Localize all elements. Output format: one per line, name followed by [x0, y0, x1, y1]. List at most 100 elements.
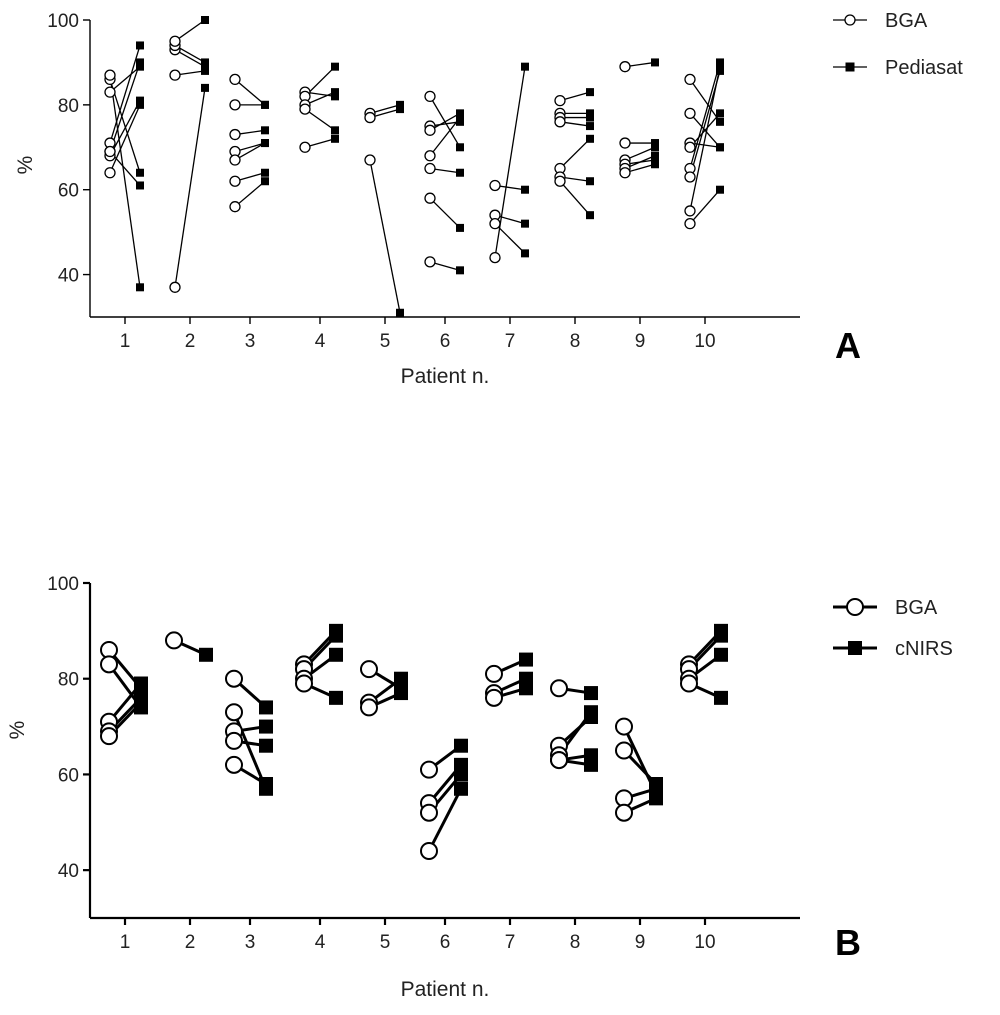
panel-b-axes: 40 60 80 100 1 2 3 4 5 6 7 8 9 10 [47, 574, 800, 953]
pair-connector [689, 189, 721, 225]
data-point-pediasat [396, 100, 404, 109]
patient-group-b-4 [295, 623, 343, 705]
data-point-bga [424, 124, 436, 136]
data-point-pediasat [136, 58, 144, 67]
data-point-bga [100, 655, 118, 674]
data-point-pediasat [331, 88, 339, 97]
panel-a-xlabel: Patient n. [401, 365, 490, 388]
patient-group-b-8 [550, 679, 598, 772]
data-point-bga [364, 111, 376, 124]
data-point-bga [684, 141, 696, 153]
data-point-bga [229, 175, 241, 187]
data-point-pediasat [586, 109, 594, 118]
data-point-bga [225, 669, 243, 688]
patient-group-b-3 [225, 669, 273, 796]
y-tick-label-a: 60 [58, 181, 79, 202]
data-point-pediasat [136, 96, 144, 105]
data-point-bga [554, 116, 566, 128]
data-point-cnirs [584, 686, 598, 701]
data-point-pediasat [136, 62, 144, 71]
patient-group-a-8 [554, 88, 594, 220]
patient-group-a-2 [169, 16, 209, 293]
panel-a-ylabel: % [14, 156, 37, 175]
panel-b-letter: B [835, 922, 861, 963]
x-tick-label-a: 9 [635, 331, 646, 352]
data-point-pediasat [396, 105, 404, 114]
legend-cnirs-marker [848, 641, 862, 655]
pair-connector [369, 159, 401, 313]
data-point-bga [299, 103, 311, 115]
data-point-pediasat [456, 223, 464, 232]
pair-connector [429, 197, 461, 229]
data-point-pediasat [716, 58, 724, 67]
x-tick-label-b: 5 [380, 932, 391, 953]
x-tick-label-b: 7 [505, 932, 516, 953]
data-point-bga [684, 107, 696, 119]
data-point-cnirs [329, 647, 343, 662]
data-point-pediasat [651, 139, 659, 148]
data-point-pediasat [331, 62, 339, 71]
y-tick-label-a: 40 [58, 266, 79, 287]
pair-connector [304, 108, 336, 131]
data-point-pediasat [651, 143, 659, 152]
data-point-pediasat [201, 62, 209, 71]
data-point-pediasat [136, 181, 144, 190]
y-tick-label-b: 100 [47, 574, 79, 595]
pair-connector [234, 78, 266, 106]
legend-label-cnirs: cNIRS [895, 638, 953, 660]
patient-group-b-10 [680, 623, 728, 705]
data-point-pediasat [136, 100, 144, 109]
x-tick-label-b: 3 [245, 932, 256, 953]
data-point-pediasat [521, 185, 529, 194]
data-point-bga [169, 35, 181, 47]
pair-connector [429, 117, 461, 157]
x-tick-label-b: 10 [694, 932, 715, 953]
patient-group-b-5 [360, 660, 408, 717]
x-tick-label-a: 7 [505, 331, 516, 352]
pair-connector [109, 104, 141, 174]
data-point-pediasat [586, 122, 594, 131]
legend-bga-marker-b [846, 598, 864, 616]
patient-group-b-1 [100, 641, 148, 746]
data-point-bga [299, 141, 311, 153]
pair-connector [494, 66, 526, 258]
patient-group-a-4 [299, 62, 339, 153]
data-point-bga [615, 741, 633, 760]
legend-pediasat-marker [845, 62, 855, 72]
data-point-pediasat [716, 185, 724, 194]
data-point-pediasat [716, 109, 724, 118]
panel-a-marks [104, 16, 724, 317]
pair-connector [689, 66, 721, 212]
data-point-pediasat [201, 66, 209, 75]
pair-connector [109, 45, 141, 144]
patient-group-b-2 [165, 631, 213, 662]
data-point-cnirs [259, 700, 273, 715]
data-point-pediasat [716, 117, 724, 126]
data-point-pediasat [331, 134, 339, 143]
data-point-cnirs [714, 628, 728, 643]
y-tick-label-b: 60 [58, 765, 79, 786]
x-tick-label-b: 1 [120, 932, 131, 953]
x-tick-label-a: 8 [570, 331, 581, 352]
data-point-cnirs [454, 781, 468, 796]
data-point-pediasat [261, 168, 269, 177]
data-point-bga [489, 251, 501, 264]
data-point-bga [364, 154, 376, 166]
data-point-cnirs [454, 767, 468, 782]
data-point-cnirs [519, 652, 533, 667]
data-point-pediasat [521, 249, 529, 258]
data-point-bga [229, 73, 241, 86]
data-point-bga [229, 201, 241, 213]
data-point-pediasat [586, 134, 594, 143]
data-point-pediasat [586, 211, 594, 220]
pair-connector [559, 180, 591, 216]
data-point-bga [619, 61, 631, 73]
pair-connector [109, 62, 141, 152]
y-tick-label-b: 40 [58, 861, 79, 882]
pair-connector [109, 100, 141, 157]
pair-connector [689, 62, 721, 169]
data-point-bga [104, 167, 116, 179]
legend-label-bga-b: BGA [895, 597, 938, 619]
data-point-bga [615, 803, 633, 822]
